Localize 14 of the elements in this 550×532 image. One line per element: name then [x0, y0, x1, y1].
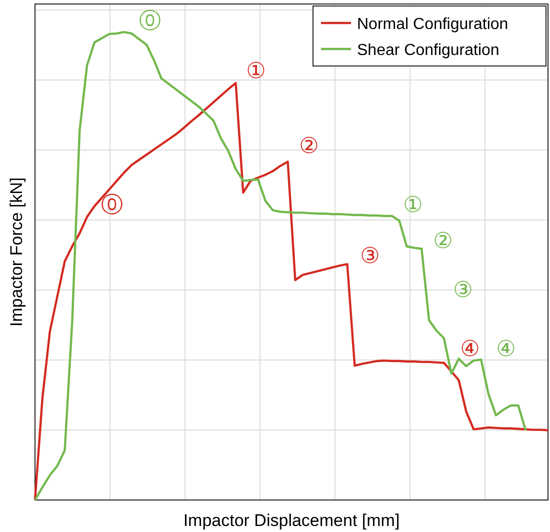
legend-label: Shear Configuration [357, 42, 500, 59]
annotation: ③ [453, 278, 473, 303]
annotation: ⓪ [101, 193, 123, 218]
annotation: ① [246, 59, 266, 84]
annotation: ④ [460, 337, 480, 362]
legend-label: Normal Configuration [357, 16, 508, 33]
annotation: ② [433, 229, 453, 254]
y-axis-title: Impactor Force [kN] [7, 177, 26, 327]
x-axis-title: Impactor Displacement [mm] [183, 511, 400, 530]
annotation: ① [403, 193, 423, 218]
annotation: ⓪ [139, 9, 161, 34]
annotation: ④ [496, 337, 516, 362]
annotation: ② [299, 134, 319, 159]
annotation: ③ [360, 244, 380, 269]
